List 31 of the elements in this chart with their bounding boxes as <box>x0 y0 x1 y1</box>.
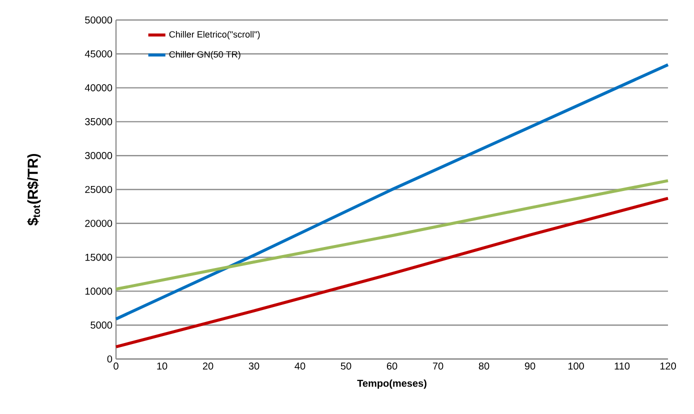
x-tick-label: 0 <box>114 362 118 370</box>
x-tick-label: 80 <box>478 362 490 370</box>
x-tick-label: 30 <box>248 362 260 370</box>
y-tick-label: 0 <box>107 355 112 363</box>
x-tick-label: 60 <box>386 362 398 370</box>
legend-label: Chiller Eletrico("scroll") <box>169 30 260 40</box>
y-tick-label: 45000 <box>84 50 112 58</box>
x-tick-label: 50 <box>340 362 352 370</box>
y-tick-label: 20000 <box>85 220 112 227</box>
y-tick-label: 50000 <box>85 16 112 24</box>
y-tick-label: 10000 <box>85 288 112 295</box>
line-series <box>114 63 670 320</box>
y-tick-label: 35000 <box>85 118 112 126</box>
x-tick-label: 70 <box>432 362 444 370</box>
y-axis-title: $$_{tot}$(R$/TR) <box>27 154 41 226</box>
x-tick-label: 110 <box>614 362 630 370</box>
x-tick-label: 100 <box>568 362 584 370</box>
y-tick-label: 5000 <box>90 322 112 329</box>
line-series <box>114 196 670 348</box>
x-tick-label: 120 <box>660 362 676 370</box>
legend-label: Chiller GN(50 TR) <box>169 50 240 60</box>
y-tick-label: 25000 <box>85 186 112 194</box>
y-tick-label: 30000 <box>85 152 112 160</box>
line-series <box>114 179 670 291</box>
x-tick-label: 10 <box>157 362 168 370</box>
x-tick-label: 20 <box>202 362 214 370</box>
x-tick-label: 40 <box>294 362 306 370</box>
y-tick-label: 15000 <box>85 254 112 261</box>
x-axis-title: Tempo(meses) <box>357 379 426 389</box>
y-tick-label: 40000 <box>84 84 112 92</box>
x-tick-label: 90 <box>524 362 536 370</box>
